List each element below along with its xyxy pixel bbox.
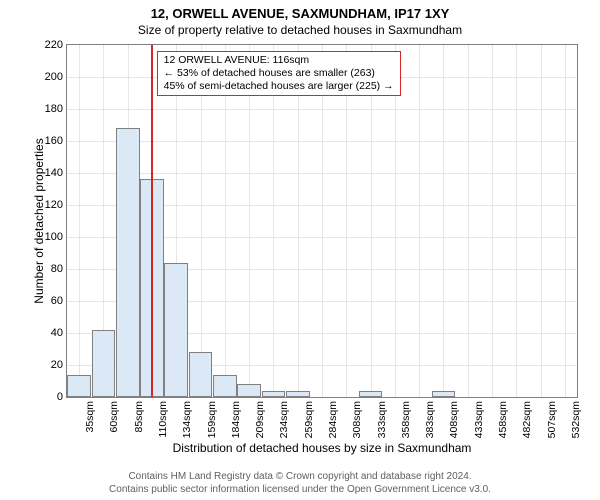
y-tick-label: 80 (51, 263, 63, 275)
annotation-line: 12 ORWELL AVENUE: 116sqm (164, 54, 394, 67)
histogram-bar (286, 391, 310, 397)
y-tick-label: 100 (45, 231, 63, 243)
gridline-v (492, 45, 493, 397)
x-tick-label: 60sqm (108, 401, 120, 433)
histogram-bar (359, 391, 383, 397)
x-tick-label: 234sqm (278, 401, 290, 438)
gridline-v (201, 45, 202, 397)
chart-title-main: 12, ORWELL AVENUE, SAXMUNDHAM, IP17 1XY (0, 0, 600, 21)
x-tick-label: 159sqm (206, 401, 218, 438)
x-tick-label: 458sqm (497, 401, 509, 438)
x-tick-label: 308sqm (351, 401, 363, 438)
histogram-bar (189, 352, 213, 397)
x-tick-label: 134sqm (181, 401, 193, 438)
gridline-v (419, 45, 420, 397)
gridline-v (298, 45, 299, 397)
histogram-bar (432, 391, 456, 397)
gridline-v (468, 45, 469, 397)
x-tick-label: 333sqm (376, 401, 388, 438)
y-tick-label: 160 (45, 135, 63, 147)
annotation-line: 45% of semi-detached houses are larger (… (164, 80, 394, 93)
y-tick-label: 200 (45, 71, 63, 83)
x-tick-label: 85sqm (133, 401, 145, 433)
y-tick-label: 120 (45, 199, 63, 211)
x-tick-label: 532sqm (570, 401, 582, 438)
y-tick-label: 40 (51, 327, 63, 339)
gridline-v (516, 45, 517, 397)
gridline-v (322, 45, 323, 397)
x-tick-label: 507sqm (546, 401, 558, 438)
y-axis-label: Number of detached properties (32, 138, 46, 303)
y-tick-label: 60 (51, 295, 63, 307)
x-tick-label: 358sqm (400, 401, 412, 438)
x-tick-label: 383sqm (424, 401, 436, 438)
x-tick-label: 209sqm (254, 401, 266, 438)
x-tick-label: 259sqm (303, 401, 315, 438)
gridline-v (273, 45, 274, 397)
plot-area: Number of detached properties Distributi… (66, 44, 578, 398)
annotation-box: 12 ORWELL AVENUE: 116sqm← 53% of detache… (157, 51, 401, 96)
chart-container: Number of detached properties Distributi… (36, 44, 584, 440)
gridline-v (565, 45, 566, 397)
y-tick-label: 220 (45, 39, 63, 51)
gridline-v (225, 45, 226, 397)
gridline-v (346, 45, 347, 397)
footer-line-1: Contains HM Land Registry data © Crown c… (0, 471, 600, 484)
histogram-bar (237, 384, 261, 397)
histogram-bar (92, 330, 116, 397)
x-tick-label: 433sqm (473, 401, 485, 438)
y-tick-label: 0 (57, 391, 63, 403)
x-axis-label: Distribution of detached houses by size … (67, 441, 577, 455)
gridline-v (541, 45, 542, 397)
reference-line (151, 45, 153, 397)
x-tick-label: 184sqm (230, 401, 242, 438)
histogram-bar (67, 375, 91, 397)
chart-title-sub: Size of property relative to detached ho… (0, 21, 600, 37)
x-tick-label: 284sqm (327, 401, 339, 438)
x-tick-label: 408sqm (448, 401, 460, 438)
x-tick-label: 35sqm (84, 401, 96, 433)
gridline-v (395, 45, 396, 397)
y-tick-label: 180 (45, 103, 63, 115)
x-tick-label: 110sqm (157, 401, 169, 438)
x-tick-label: 482sqm (521, 401, 533, 438)
gridline-v (371, 45, 372, 397)
gridline-v (79, 45, 80, 397)
y-tick-label: 20 (51, 359, 63, 371)
y-tick-label: 140 (45, 167, 63, 179)
histogram-bar (213, 375, 237, 397)
footer-line-2: Contains public sector information licen… (0, 484, 600, 497)
histogram-bar (116, 128, 140, 397)
attribution-footer: Contains HM Land Registry data © Crown c… (0, 471, 600, 496)
gridline-v (249, 45, 250, 397)
gridline-v (443, 45, 444, 397)
histogram-bar (262, 391, 286, 397)
histogram-bar (164, 263, 188, 397)
annotation-line: ← 53% of detached houses are smaller (26… (164, 67, 394, 80)
